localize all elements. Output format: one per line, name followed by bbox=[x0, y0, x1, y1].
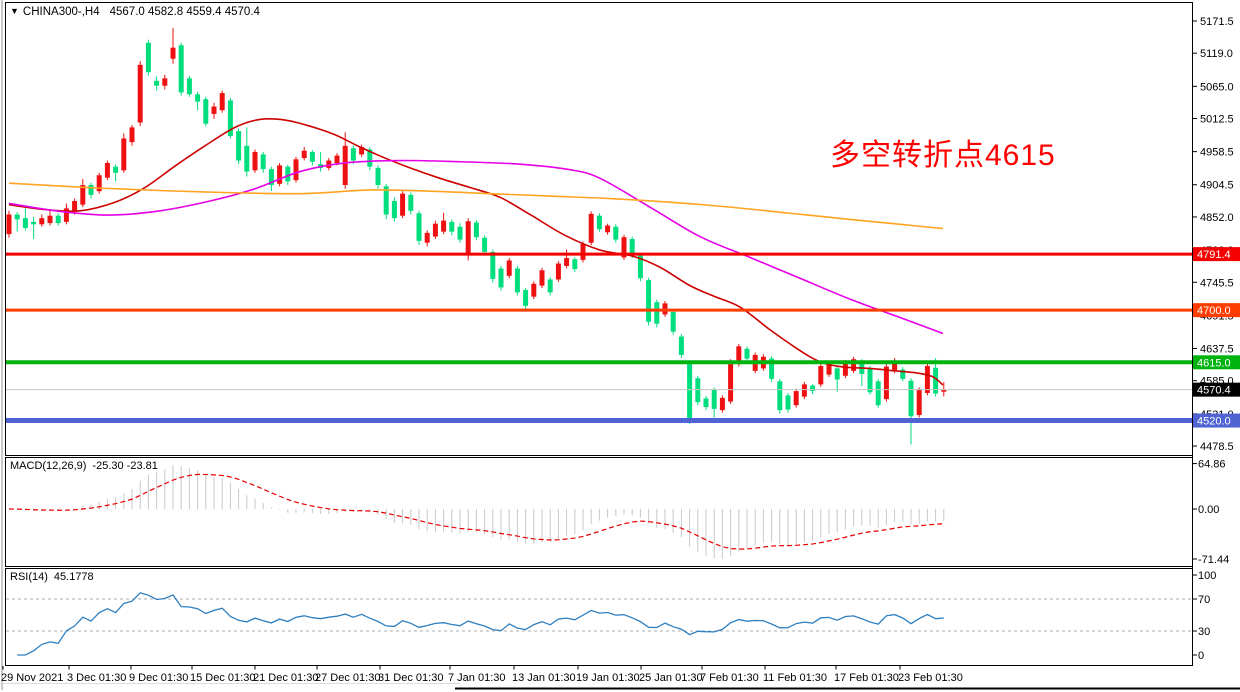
rsi-value: 45.1778 bbox=[53, 571, 94, 583]
svg-text:23 Feb 01:30: 23 Feb 01:30 bbox=[898, 672, 963, 684]
svg-text:4904.5: 4904.5 bbox=[1200, 180, 1234, 192]
time-axis[interactable]: 29 Nov 2021 3 Dec 01:30 9 Dec 01:30 15 Dec … bbox=[1, 666, 963, 684]
macd-name: MACD(12,26,9) bbox=[10, 460, 87, 472]
svg-text:0: 0 bbox=[1198, 650, 1204, 662]
svg-text:4791.4: 4791.4 bbox=[1197, 249, 1231, 261]
svg-text:4700.0: 4700.0 bbox=[1197, 305, 1231, 317]
svg-text:4570.4: 4570.4 bbox=[1197, 385, 1231, 397]
svg-text:4520.0: 4520.0 bbox=[1197, 416, 1231, 428]
svg-text:4958.5: 4958.5 bbox=[1200, 147, 1234, 159]
svg-text:13 Jan 01:30: 13 Jan 01:30 bbox=[512, 672, 576, 684]
svg-text:100: 100 bbox=[1198, 570, 1216, 582]
macd-signal-line bbox=[8, 473, 944, 550]
chevron-down-icon[interactable]: ▼ bbox=[10, 6, 19, 16]
macd-layer[interactable] bbox=[8, 465, 945, 560]
ma-slow-orange bbox=[8, 182, 944, 230]
symbol-title[interactable]: ▼ CHINA300-,H4 4567.0 4582.8 4559.4 4570.4 bbox=[10, 6, 260, 18]
price-badge-4791.4: 4791.4 bbox=[1193, 247, 1240, 262]
svg-text:21 Dec 01:30: 21 Dec 01:30 bbox=[253, 672, 318, 684]
svg-text:15 Dec 01:30: 15 Dec 01:30 bbox=[190, 672, 255, 684]
svg-text:11 Feb 01:30: 11 Feb 01:30 bbox=[763, 672, 827, 684]
rsi-name: RSI(14) bbox=[10, 571, 48, 583]
svg-text:27 Dec 01:30: 27 Dec 01:30 bbox=[315, 672, 380, 684]
svg-text:5119.0: 5119.0 bbox=[1200, 48, 1233, 60]
svg-text:19 Jan 01:30: 19 Jan 01:30 bbox=[576, 672, 640, 684]
svg-text:5065.0: 5065.0 bbox=[1200, 81, 1234, 93]
ohlc-readout: 4567.0 4582.8 4559.4 4570.4 bbox=[109, 6, 260, 18]
main-chart-layer[interactable] bbox=[6, 28, 1192, 445]
svg-text:4615.0: 4615.0 bbox=[1197, 357, 1231, 369]
svg-text:0.00: 0.00 bbox=[1198, 504, 1219, 516]
svg-text:3 Dec 01:30: 3 Dec 01:30 bbox=[67, 672, 126, 684]
ma-mid-magenta bbox=[8, 159, 944, 335]
macd-indicator-label: MACD(12,26,9) -25.30 -23.81 bbox=[10, 460, 158, 472]
price-badge-4570.4: 4570.4 bbox=[1193, 382, 1240, 397]
svg-text:9 Dec 01:30: 9 Dec 01:30 bbox=[129, 672, 188, 684]
svg-text:17 Feb 01:30: 17 Feb 01:30 bbox=[834, 672, 899, 684]
svg-text:7 Jan 01:30: 7 Jan 01:30 bbox=[448, 672, 506, 684]
svg-text:7 Feb 01:30: 7 Feb 01:30 bbox=[700, 672, 759, 684]
svg-text:25 Jan 01:30: 25 Jan 01:30 bbox=[639, 672, 703, 684]
svg-text:30: 30 bbox=[1198, 626, 1210, 638]
svg-text:70: 70 bbox=[1198, 594, 1210, 606]
svg-text:31 Dec 01:30: 31 Dec 01:30 bbox=[378, 672, 443, 684]
svg-text:5012.5: 5012.5 bbox=[1200, 114, 1234, 126]
rsi-line bbox=[17, 592, 944, 656]
svg-text:64.86: 64.86 bbox=[1198, 459, 1226, 471]
rsi-indicator-label: RSI(14) 45.1778 bbox=[10, 571, 94, 583]
rsi-layer[interactable] bbox=[6, 592, 1192, 656]
price-badge-4520.0: 4520.0 bbox=[1193, 413, 1240, 428]
price-badge-4615.0: 4615.0 bbox=[1193, 355, 1240, 370]
svg-text:4852.0: 4852.0 bbox=[1200, 212, 1234, 224]
annotation-text: 多空转折点4615 bbox=[830, 139, 1056, 172]
svg-text:4637.5: 4637.5 bbox=[1200, 343, 1234, 355]
svg-text:-71.44: -71.44 bbox=[1198, 554, 1229, 566]
symbol-name: CHINA300-,H4 bbox=[22, 6, 100, 18]
svg-text:29 Nov 2021: 29 Nov 2021 bbox=[1, 672, 63, 684]
macd-values: -25.30 -23.81 bbox=[92, 460, 158, 472]
price-badge-4700.0: 4700.0 bbox=[1193, 303, 1240, 318]
svg-text:5171.5: 5171.5 bbox=[1200, 16, 1234, 28]
svg-text:4745.5: 4745.5 bbox=[1200, 277, 1234, 289]
svg-text:4478.5: 4478.5 bbox=[1200, 441, 1234, 453]
candles-layer bbox=[6, 28, 947, 445]
